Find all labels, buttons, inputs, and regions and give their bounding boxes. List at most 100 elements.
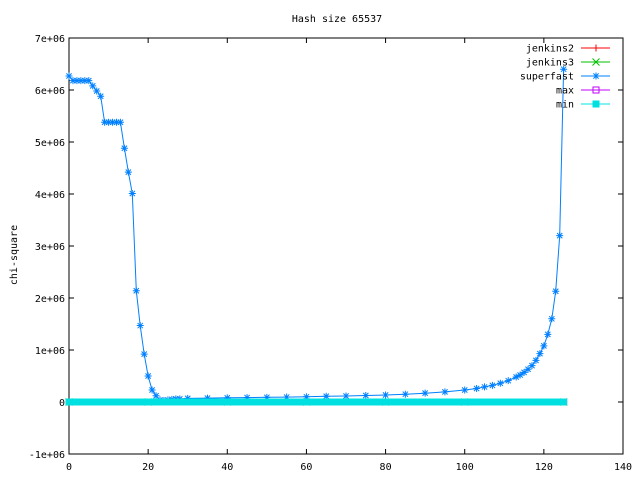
- data-point: [528, 398, 536, 406]
- data-point: [453, 398, 461, 406]
- data-point: [417, 398, 425, 406]
- data-point: [144, 372, 152, 380]
- data-point: [560, 65, 568, 73]
- data-point: [496, 398, 504, 406]
- y-tick-label: 5e+06: [35, 138, 65, 149]
- x-tick-label: 20: [142, 462, 154, 473]
- data-point: [473, 384, 481, 392]
- data-point: [259, 398, 267, 406]
- data-point: [512, 373, 520, 381]
- data-point: [382, 398, 390, 406]
- data-point: [132, 398, 140, 406]
- data-point: [105, 118, 113, 126]
- legend-item-superfast: superfast: [520, 72, 610, 83]
- data-point: [124, 168, 132, 176]
- legend-item-max: max: [556, 86, 610, 97]
- data-point: [393, 398, 401, 406]
- data-point: [413, 398, 421, 406]
- data-point: [116, 398, 124, 406]
- data-point: [504, 377, 512, 385]
- data-point: [188, 398, 196, 406]
- data-point: [382, 391, 390, 399]
- y-tick-label: 3e+06: [35, 242, 65, 253]
- data-point: [200, 398, 208, 406]
- data-point: [101, 398, 109, 406]
- data-point: [477, 398, 485, 406]
- x-tick-label: 60: [300, 462, 312, 473]
- legend-marker: [592, 58, 600, 66]
- data-point: [295, 398, 303, 406]
- data-point: [401, 390, 409, 398]
- data-point: [85, 77, 93, 85]
- data-point: [77, 398, 85, 406]
- data-point: [342, 398, 350, 406]
- data-point: [421, 389, 429, 397]
- data-point: [314, 398, 322, 406]
- data-point: [239, 398, 247, 406]
- legend-label: min: [556, 100, 574, 111]
- data-point: [223, 394, 231, 402]
- data-point: [548, 315, 556, 323]
- legend-item-jenkins3: jenkins3: [526, 58, 610, 69]
- data-point: [152, 392, 160, 400]
- data-point: [65, 72, 73, 80]
- data-point: [124, 398, 132, 406]
- data-point: [267, 398, 275, 406]
- data-point: [109, 398, 117, 406]
- data-point: [520, 368, 528, 376]
- data-point: [89, 398, 97, 406]
- data-point: [457, 398, 465, 406]
- y-axis-label: chi-square: [9, 225, 20, 285]
- data-point: [366, 398, 374, 406]
- data-point: [105, 398, 113, 406]
- data-point: [176, 398, 184, 406]
- data-point: [81, 77, 89, 85]
- data-point: [271, 398, 279, 406]
- legend-marker: [592, 44, 600, 52]
- data-point: [481, 383, 488, 391]
- x-tick-label: 100: [456, 462, 474, 473]
- data-point: [536, 398, 544, 406]
- data-point: [136, 398, 144, 406]
- data-point: [148, 398, 156, 406]
- data-point: [85, 398, 93, 406]
- data-point: [204, 394, 211, 402]
- data-point: [461, 386, 469, 394]
- data-point: [544, 398, 552, 406]
- legend-label: max: [556, 86, 574, 97]
- legend-marker: [592, 100, 600, 108]
- data-point: [425, 398, 433, 406]
- data-point: [275, 398, 283, 406]
- data-point: [484, 398, 492, 406]
- data-point: [532, 356, 540, 364]
- data-point: [524, 398, 532, 406]
- data-point: [397, 398, 405, 406]
- data-point: [401, 398, 409, 406]
- data-point: [548, 398, 556, 406]
- data-point: [465, 398, 473, 406]
- data-point: [148, 386, 156, 394]
- data-point: [405, 398, 413, 406]
- data-point: [362, 392, 370, 399]
- data-point: [112, 118, 120, 126]
- data-point: [469, 398, 477, 406]
- data-point: [192, 398, 200, 406]
- data-point: [346, 398, 354, 406]
- data-point: [362, 398, 370, 406]
- series-superfast: [65, 65, 568, 404]
- data-point: [172, 398, 180, 406]
- data-point: [279, 398, 287, 406]
- data-point: [536, 350, 544, 358]
- data-point: [354, 398, 362, 406]
- y-tick-label: 0: [59, 398, 65, 409]
- legend-label: superfast: [520, 72, 574, 83]
- axis-ticks: 0 20 40 60 80 100 120 140-1e+0601e+062e+063e+06…: [29, 34, 632, 473]
- y-tick-label: 7e+06: [35, 34, 65, 45]
- data-point: [73, 77, 81, 85]
- data-point: [243, 398, 251, 406]
- data-point: [136, 322, 144, 330]
- data-point: [184, 398, 192, 406]
- data-point: [556, 398, 564, 406]
- data-point: [488, 381, 496, 389]
- data-point: [500, 398, 508, 406]
